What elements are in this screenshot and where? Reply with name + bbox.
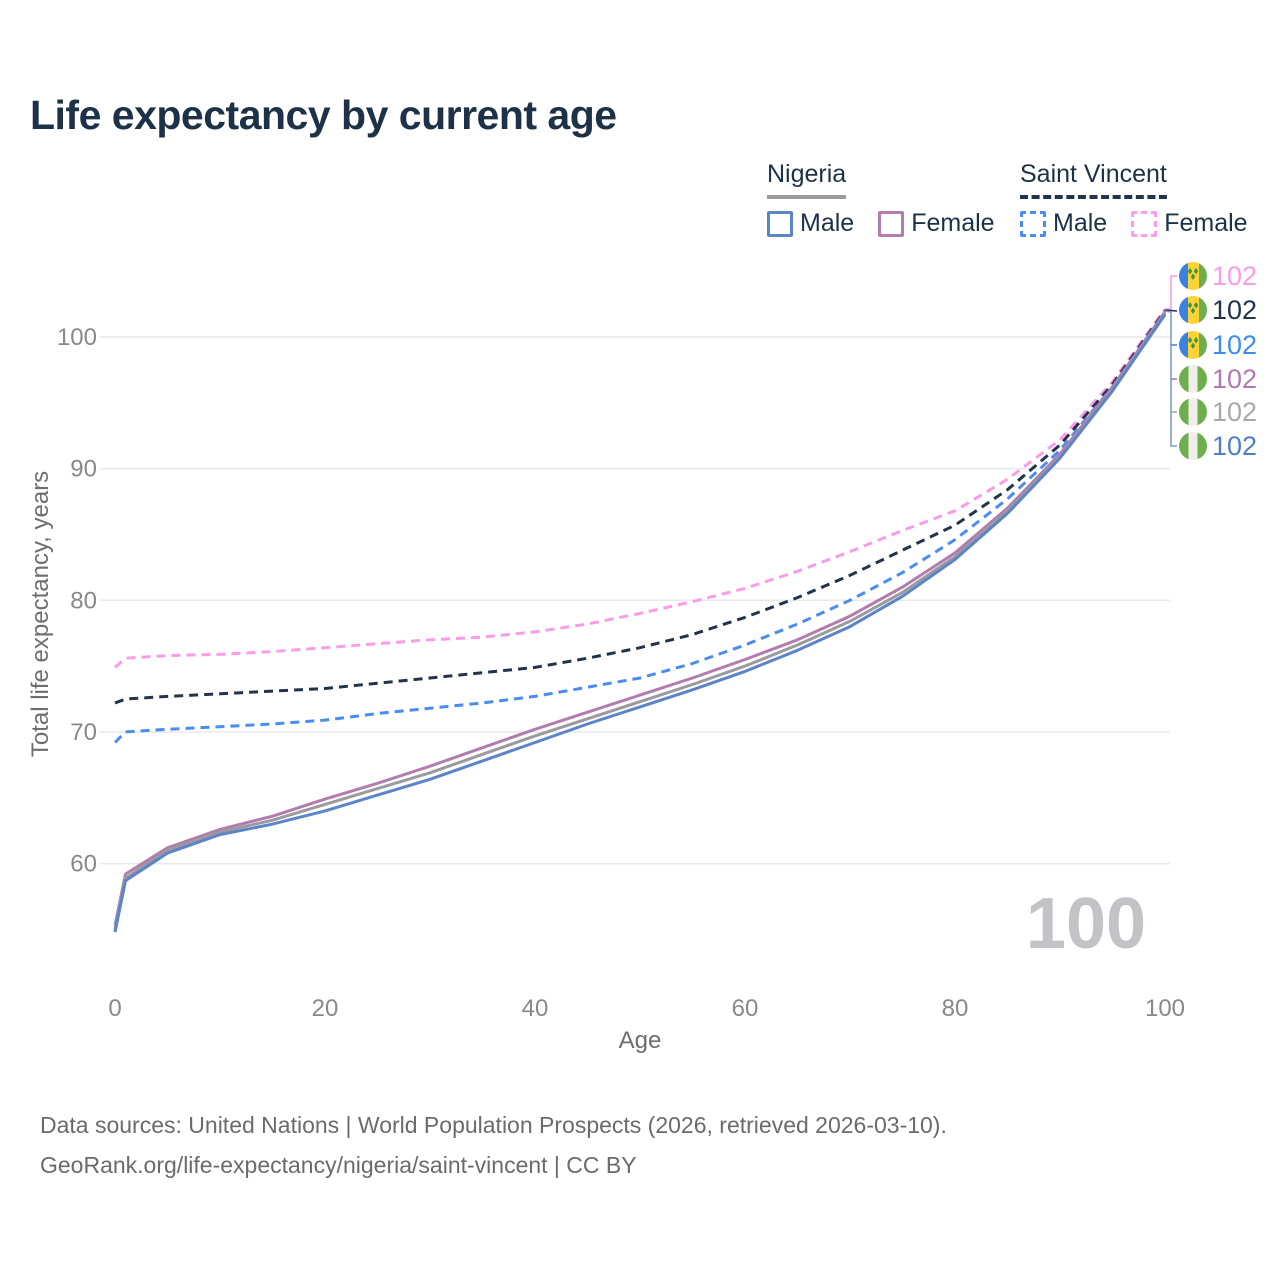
end-label-row: 102 <box>1179 330 1257 360</box>
series-line-saint-vincent-all <box>114 309 1167 705</box>
saint-vincent-male-swatch-icon <box>1020 210 1046 237</box>
x-axis-title: Age <box>619 1027 662 1054</box>
x-tick-label: 40 <box>522 995 549 1022</box>
end-value: 102 <box>1212 431 1257 461</box>
end-value: 102 <box>1212 397 1257 427</box>
end-label-row: 102 <box>1179 397 1257 427</box>
x-tick-label: 60 <box>732 995 759 1022</box>
legend-item-nigeria-female[interactable]: Female <box>878 209 995 238</box>
y-axis-title: Total life expectancy, years <box>27 471 54 757</box>
legend-group-nigeria: Nigeria Male Female <box>767 160 995 238</box>
legend-label: Male <box>800 209 855 237</box>
end-value: 102 <box>1212 261 1257 291</box>
end-label-row: 102 <box>1179 364 1257 394</box>
end-value: 102 <box>1212 330 1257 360</box>
page-title: Life expectancy by current age <box>30 92 617 138</box>
nigeria-female-swatch-icon <box>878 210 905 237</box>
legend: Nigeria Male Female Saint Vincent Male <box>0 160 1280 240</box>
legend-item-saint-vincent-female[interactable]: Female <box>1131 209 1248 238</box>
x-tick-label: 80 <box>942 995 969 1022</box>
data-sources: Data sources: United Nations | World Pop… <box>40 1105 947 1186</box>
legend-group-saint-vincent: Saint Vincent Male Female <box>1020 160 1248 238</box>
end-label-row: 102 <box>1179 295 1257 325</box>
data-sources-line1: Data sources: United Nations | World Pop… <box>40 1112 947 1138</box>
x-tick-label: 100 <box>1145 995 1185 1022</box>
y-tick-label: 70 <box>70 719 97 746</box>
data-sources-line2: GeoRank.org/life-expectancy/nigeria/sain… <box>40 1152 637 1179</box>
y-tick-label: 100 <box>57 324 97 351</box>
y-tick-label: 80 <box>70 587 97 614</box>
end-labels: 102 102 102 102 102 102 <box>1179 261 1257 461</box>
series-line-nigeria-all <box>113 312 1167 930</box>
gridlines <box>100 336 1170 865</box>
x-axis-ticks: 0 20 40 60 80 100 <box>108 995 1185 1022</box>
legend-label: Male <box>1053 209 1108 237</box>
series-line-nigeria-female <box>113 311 1167 926</box>
legend-item-nigeria-male[interactable]: Male <box>767 209 854 238</box>
y-axis-ticks: 60 70 80 90 100 <box>57 324 97 878</box>
series-line-nigeria-male <box>113 313 1167 933</box>
legend-item-saint-vincent-male[interactable]: Male <box>1020 209 1107 238</box>
y-tick-label: 60 <box>70 851 97 878</box>
series-line-saint-vincent-male <box>113 311 1167 744</box>
end-label-row: 102 <box>1179 431 1257 461</box>
age-watermark: 100 <box>1026 884 1146 964</box>
end-value: 102 <box>1212 295 1257 325</box>
end-label-row: 102 <box>1179 261 1257 291</box>
series-line-saint-vincent-female <box>114 308 1167 669</box>
legend-country-saint-vincent: Saint Vincent <box>1020 160 1167 199</box>
legend-label: Female <box>1164 209 1248 237</box>
end-label-leaders <box>1164 275 1178 447</box>
legend-label: Female <box>911 209 995 237</box>
x-tick-label: 20 <box>312 995 339 1022</box>
x-tick-label: 0 <box>108 995 121 1022</box>
legend-country-nigeria: Nigeria <box>767 160 847 199</box>
series-lines <box>113 308 1167 933</box>
nigeria-male-swatch-icon <box>767 210 793 237</box>
y-tick-label: 90 <box>70 456 97 483</box>
saint-vincent-female-swatch-icon <box>1131 210 1158 237</box>
end-value: 102 <box>1212 364 1257 394</box>
